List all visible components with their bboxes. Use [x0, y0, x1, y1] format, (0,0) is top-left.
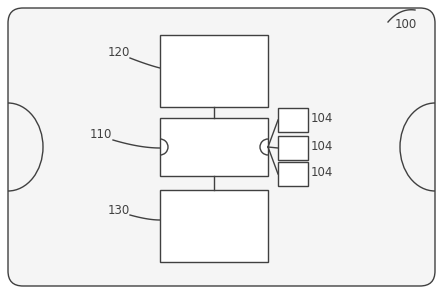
Bar: [278, 162, 308, 186]
Bar: [160, 190, 268, 262]
Bar: [278, 108, 308, 132]
Text: 130: 130: [108, 203, 130, 216]
Text: 104: 104: [311, 166, 334, 180]
Text: 120: 120: [108, 46, 130, 59]
Bar: [160, 118, 268, 176]
Text: 104: 104: [311, 113, 334, 126]
FancyBboxPatch shape: [8, 8, 435, 286]
Bar: [278, 136, 308, 160]
Text: 110: 110: [90, 128, 113, 141]
Bar: [160, 35, 268, 107]
Text: 104: 104: [311, 141, 334, 153]
Text: 100: 100: [395, 18, 417, 31]
